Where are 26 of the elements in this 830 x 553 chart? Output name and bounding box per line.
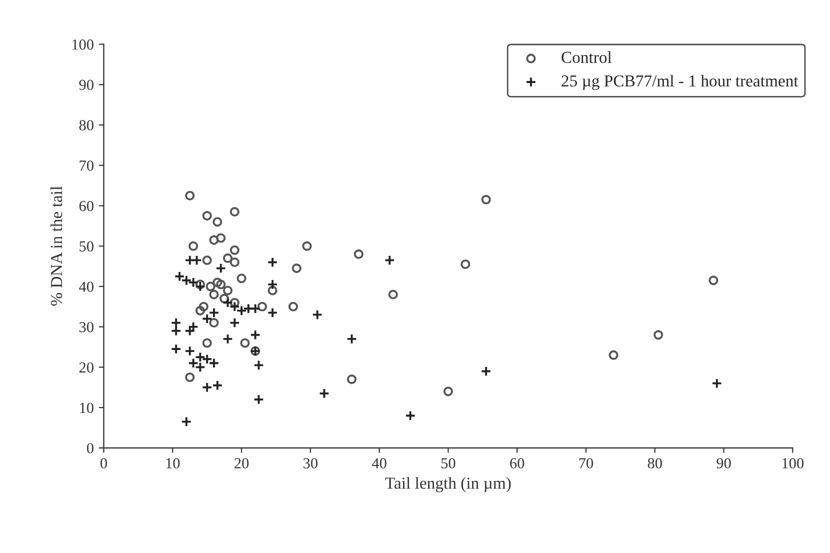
x-tick-label: 100 — [782, 458, 804, 468]
x-tick-label: 40 — [372, 458, 386, 468]
y-tick-label: 100 — [72, 39, 94, 50]
y-tick-label: 10 — [80, 402, 94, 414]
y-tick-label: 40 — [79, 282, 94, 292]
y-tick-label: 30 — [79, 322, 94, 332]
y-tick-label: 60 — [79, 200, 94, 212]
x-tick-label: 30 — [304, 458, 318, 468]
y-tick-label: 80 — [79, 120, 94, 130]
x-tick-label: 80 — [648, 458, 662, 468]
x-tick-label: 10 — [166, 458, 180, 468]
y-axis-title: % DNA in the tail — [50, 186, 62, 306]
x-tick-label: 70 — [579, 458, 594, 468]
y-tick-label: 0 — [86, 443, 94, 454]
y-tick-label: 50 — [80, 241, 94, 252]
x-axis-title: Tail length (in µm) — [385, 477, 511, 492]
x-tick-label: 90 — [716, 458, 731, 468]
x-tick-label: 50 — [441, 458, 456, 468]
legend-label: 25 µg PCB77/ml - 1 hour treatment — [562, 74, 798, 90]
legend-label: Control — [562, 51, 612, 63]
x-tick-label: 20 — [234, 458, 249, 468]
x-tick-label: 60 — [510, 458, 524, 468]
x-tick-label: 0 — [100, 458, 107, 468]
y-tick-label: 20 — [79, 362, 94, 373]
y-tick-label: 70 — [80, 160, 94, 171]
y-tick-label: 90 — [79, 80, 94, 90]
